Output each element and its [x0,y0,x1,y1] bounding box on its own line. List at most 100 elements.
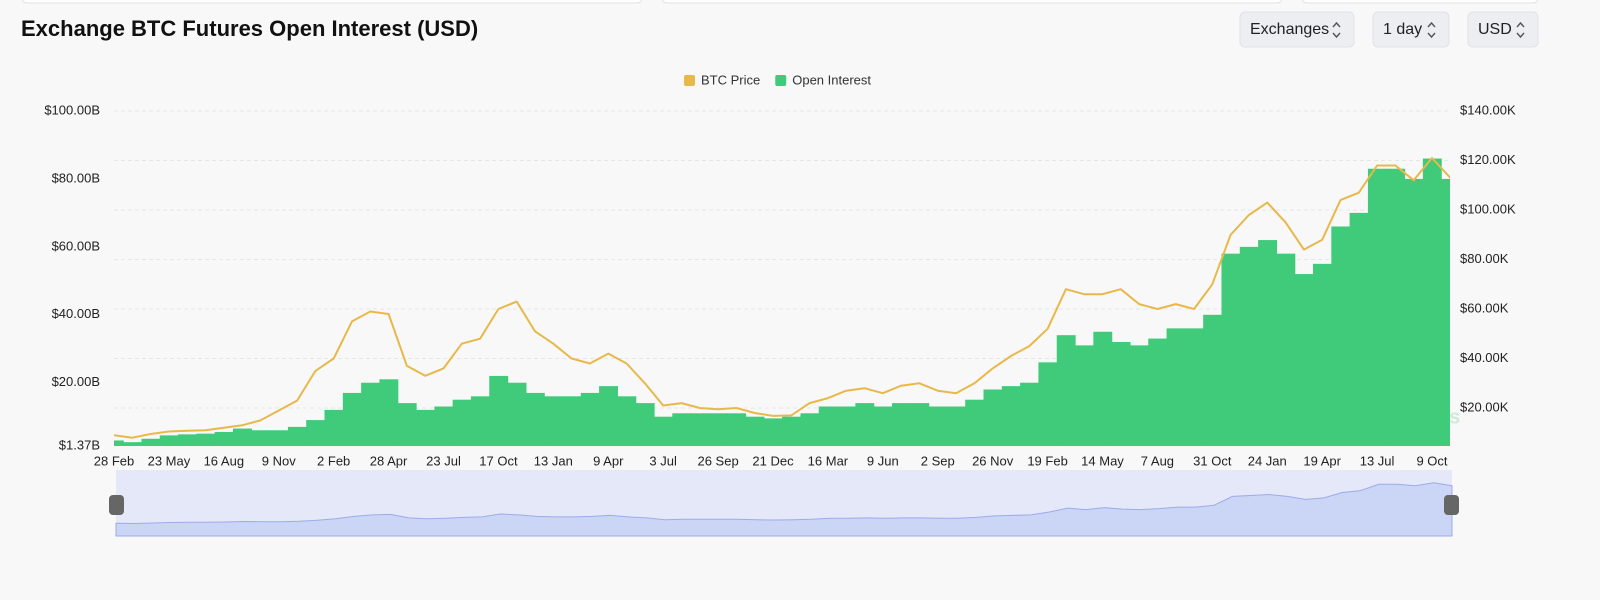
bar [782,416,802,446]
y-tick-label: $20.00B [52,374,100,389]
bar [1093,331,1113,446]
bar [196,433,216,446]
bar [1203,314,1223,446]
x-tick-label: 2 Sep [921,453,955,468]
dropdown[interactable]: Exchanges [1239,11,1355,48]
navigator-area [115,482,1453,537]
bar [800,413,820,446]
x-tick-label: 7 Aug [1141,453,1174,468]
bar [470,396,490,446]
y2-tick-label: $140.00K [1460,102,1516,117]
bar [123,442,143,446]
legend-swatch [775,75,787,86]
bar [672,413,692,446]
x-tick-label: 14 May [1081,453,1124,468]
bar [708,413,728,446]
bar [654,416,673,446]
bar [1239,246,1259,446]
bar [1367,168,1387,446]
input-box[interactable] [21,0,643,4]
x-tick-label: 19 Feb [1027,453,1067,468]
navigator-handle[interactable] [109,495,124,515]
x-tick-label: 28 Apr [370,453,408,468]
dropdown-label: Exchanges [1250,21,1329,38]
x-tick-label: 26 Nov [972,453,1014,468]
x-tick-label: 9 Oct [1416,453,1447,468]
bar [1331,226,1351,446]
bar [1184,328,1204,446]
y-tick-label: $80.00B [52,170,100,185]
bar [1056,335,1076,446]
y2-tick-label: $100.00K [1460,201,1516,216]
bar [1166,328,1186,446]
bar [599,386,619,446]
bar [1294,274,1314,446]
x-tick-label: 17 Oct [479,453,518,468]
bar [232,428,252,446]
bar [983,389,1003,446]
bar [1129,345,1149,446]
y-tick-label: $40.00B [52,306,100,321]
x-tick-label: 13 Jul [1360,453,1395,468]
bar [1020,382,1040,446]
bar [727,413,747,446]
dropdown-label: 1 day [1383,21,1422,38]
y2-tick-label: $60.00K [1460,300,1509,315]
bar [379,379,399,446]
bar [251,430,271,446]
bar [946,406,966,446]
bar [1258,240,1278,446]
bar [416,409,435,446]
x-tick-label: 9 Apr [593,453,624,468]
bar [873,406,893,446]
bar [837,406,856,446]
x-tick-label: 2 Feb [317,453,350,468]
bar [562,396,582,446]
bar [1441,178,1450,446]
bar [690,413,710,446]
bar [1111,341,1131,446]
bar [287,426,307,446]
bar [1313,263,1332,446]
bar [507,382,527,446]
bar [525,392,545,446]
bar [745,416,765,446]
x-tick-label: 28 Feb [94,453,134,468]
bar [159,435,179,446]
x-tick-label: 9 Jun [867,453,899,468]
bar [397,403,417,446]
bar [489,375,509,446]
price-line [114,157,1450,439]
dropdown[interactable]: 1 day [1372,11,1450,48]
input-box[interactable] [661,0,1283,4]
input-box[interactable] [1301,0,1539,4]
dropdown[interactable]: USD [1467,11,1539,48]
x-tick-label: 13 Jan [534,453,573,468]
y2-tick-label: $40.00K [1460,350,1509,365]
y-tick-label: $100.00B [44,102,100,117]
bar [434,406,454,446]
legend-label: BTC Price [701,72,760,87]
bar [342,392,362,446]
bar [452,399,472,446]
bar [1386,168,1406,446]
bar [324,409,344,446]
bar [1404,178,1424,446]
x-tick-label: 21 Dec [752,453,794,468]
bar [855,403,875,446]
bar [1221,253,1241,446]
bar [1148,338,1168,446]
y2-tick-label: $80.00K [1460,251,1509,266]
bar [965,399,985,446]
x-tick-label: 9 Nov [262,453,296,468]
x-tick-label: 16 Mar [808,453,849,468]
page-title: Exchange BTC Futures Open Interest (USD) [21,16,478,41]
y2-tick-label: $120.00K [1460,152,1516,167]
bar [580,392,600,446]
dropdown-label: USD [1478,21,1512,38]
bar [544,396,564,446]
navigator-handle[interactable] [1444,495,1459,515]
x-tick-label: 23 Jul [426,453,461,468]
